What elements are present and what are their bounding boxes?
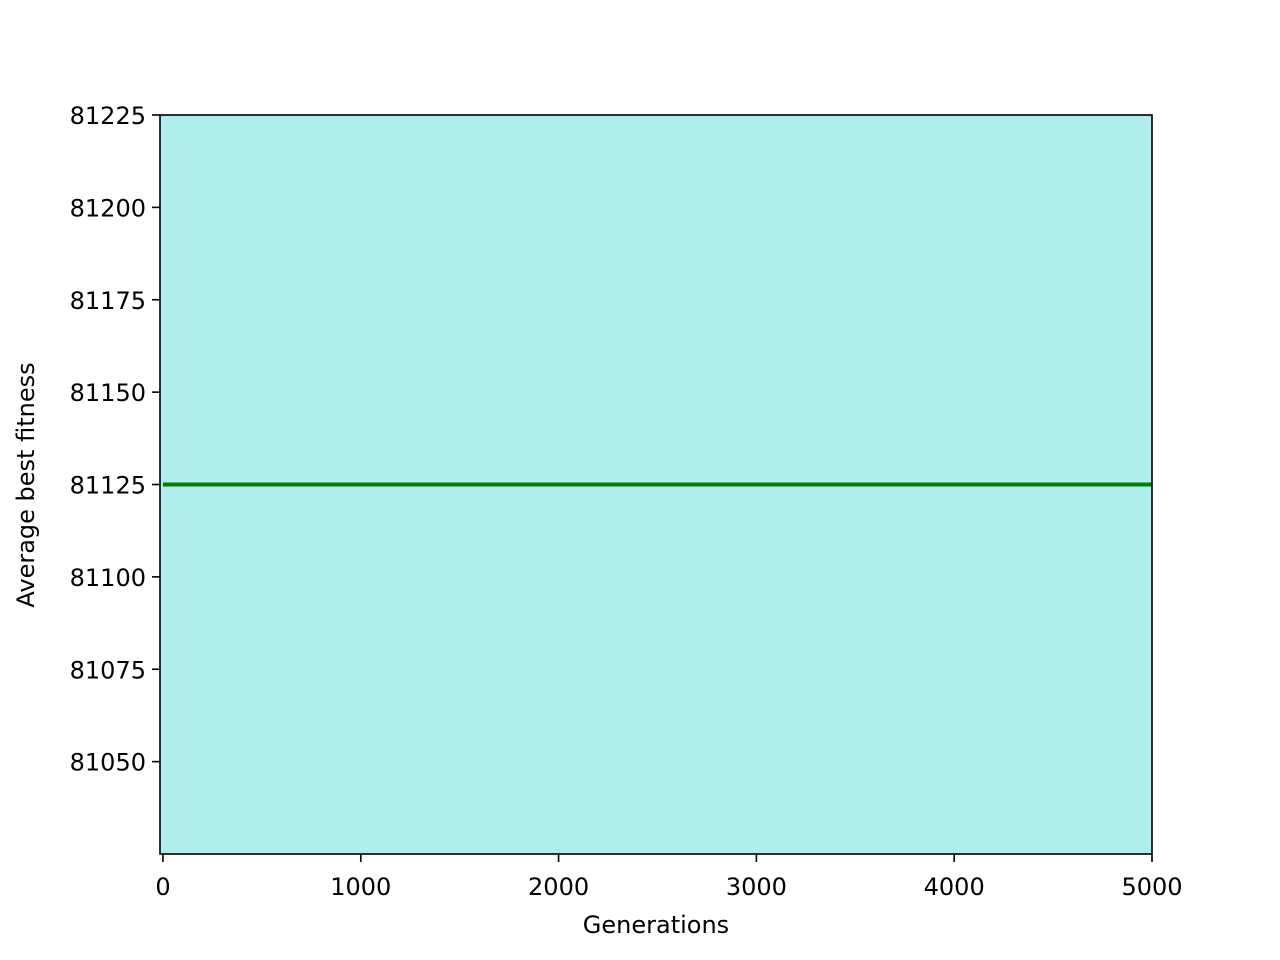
y-tick-label-5: 81175 [70,287,146,315]
x-axis: 0 1000 2000 3000 4000 5000 [155,854,1183,901]
y-tick-label-7: 81225 [70,102,146,130]
x-tick-label-0: 0 [155,873,170,901]
x-tick-label-4: 4000 [924,873,985,901]
x-tick-label-3: 3000 [726,873,787,901]
y-tick-label-0: 81050 [70,749,146,777]
y-axis: 81050 81075 81100 81125 81150 81175 81200 81225 [70,102,160,777]
x-tick-label-2: 2000 [528,873,589,901]
y-axis-label: Average best fitness [12,362,40,607]
x-tick-label-5: 5000 [1121,873,1182,901]
y-tick-label-6: 81200 [70,194,146,222]
y-tick-label-3: 81125 [70,472,146,500]
y-tick-label-2: 81100 [70,564,146,592]
x-tick-label-1: 1000 [330,873,391,901]
x-axis-label: Generations [583,911,729,939]
y-tick-label-1: 81075 [70,656,146,684]
y-tick-label-4: 81150 [70,379,146,407]
